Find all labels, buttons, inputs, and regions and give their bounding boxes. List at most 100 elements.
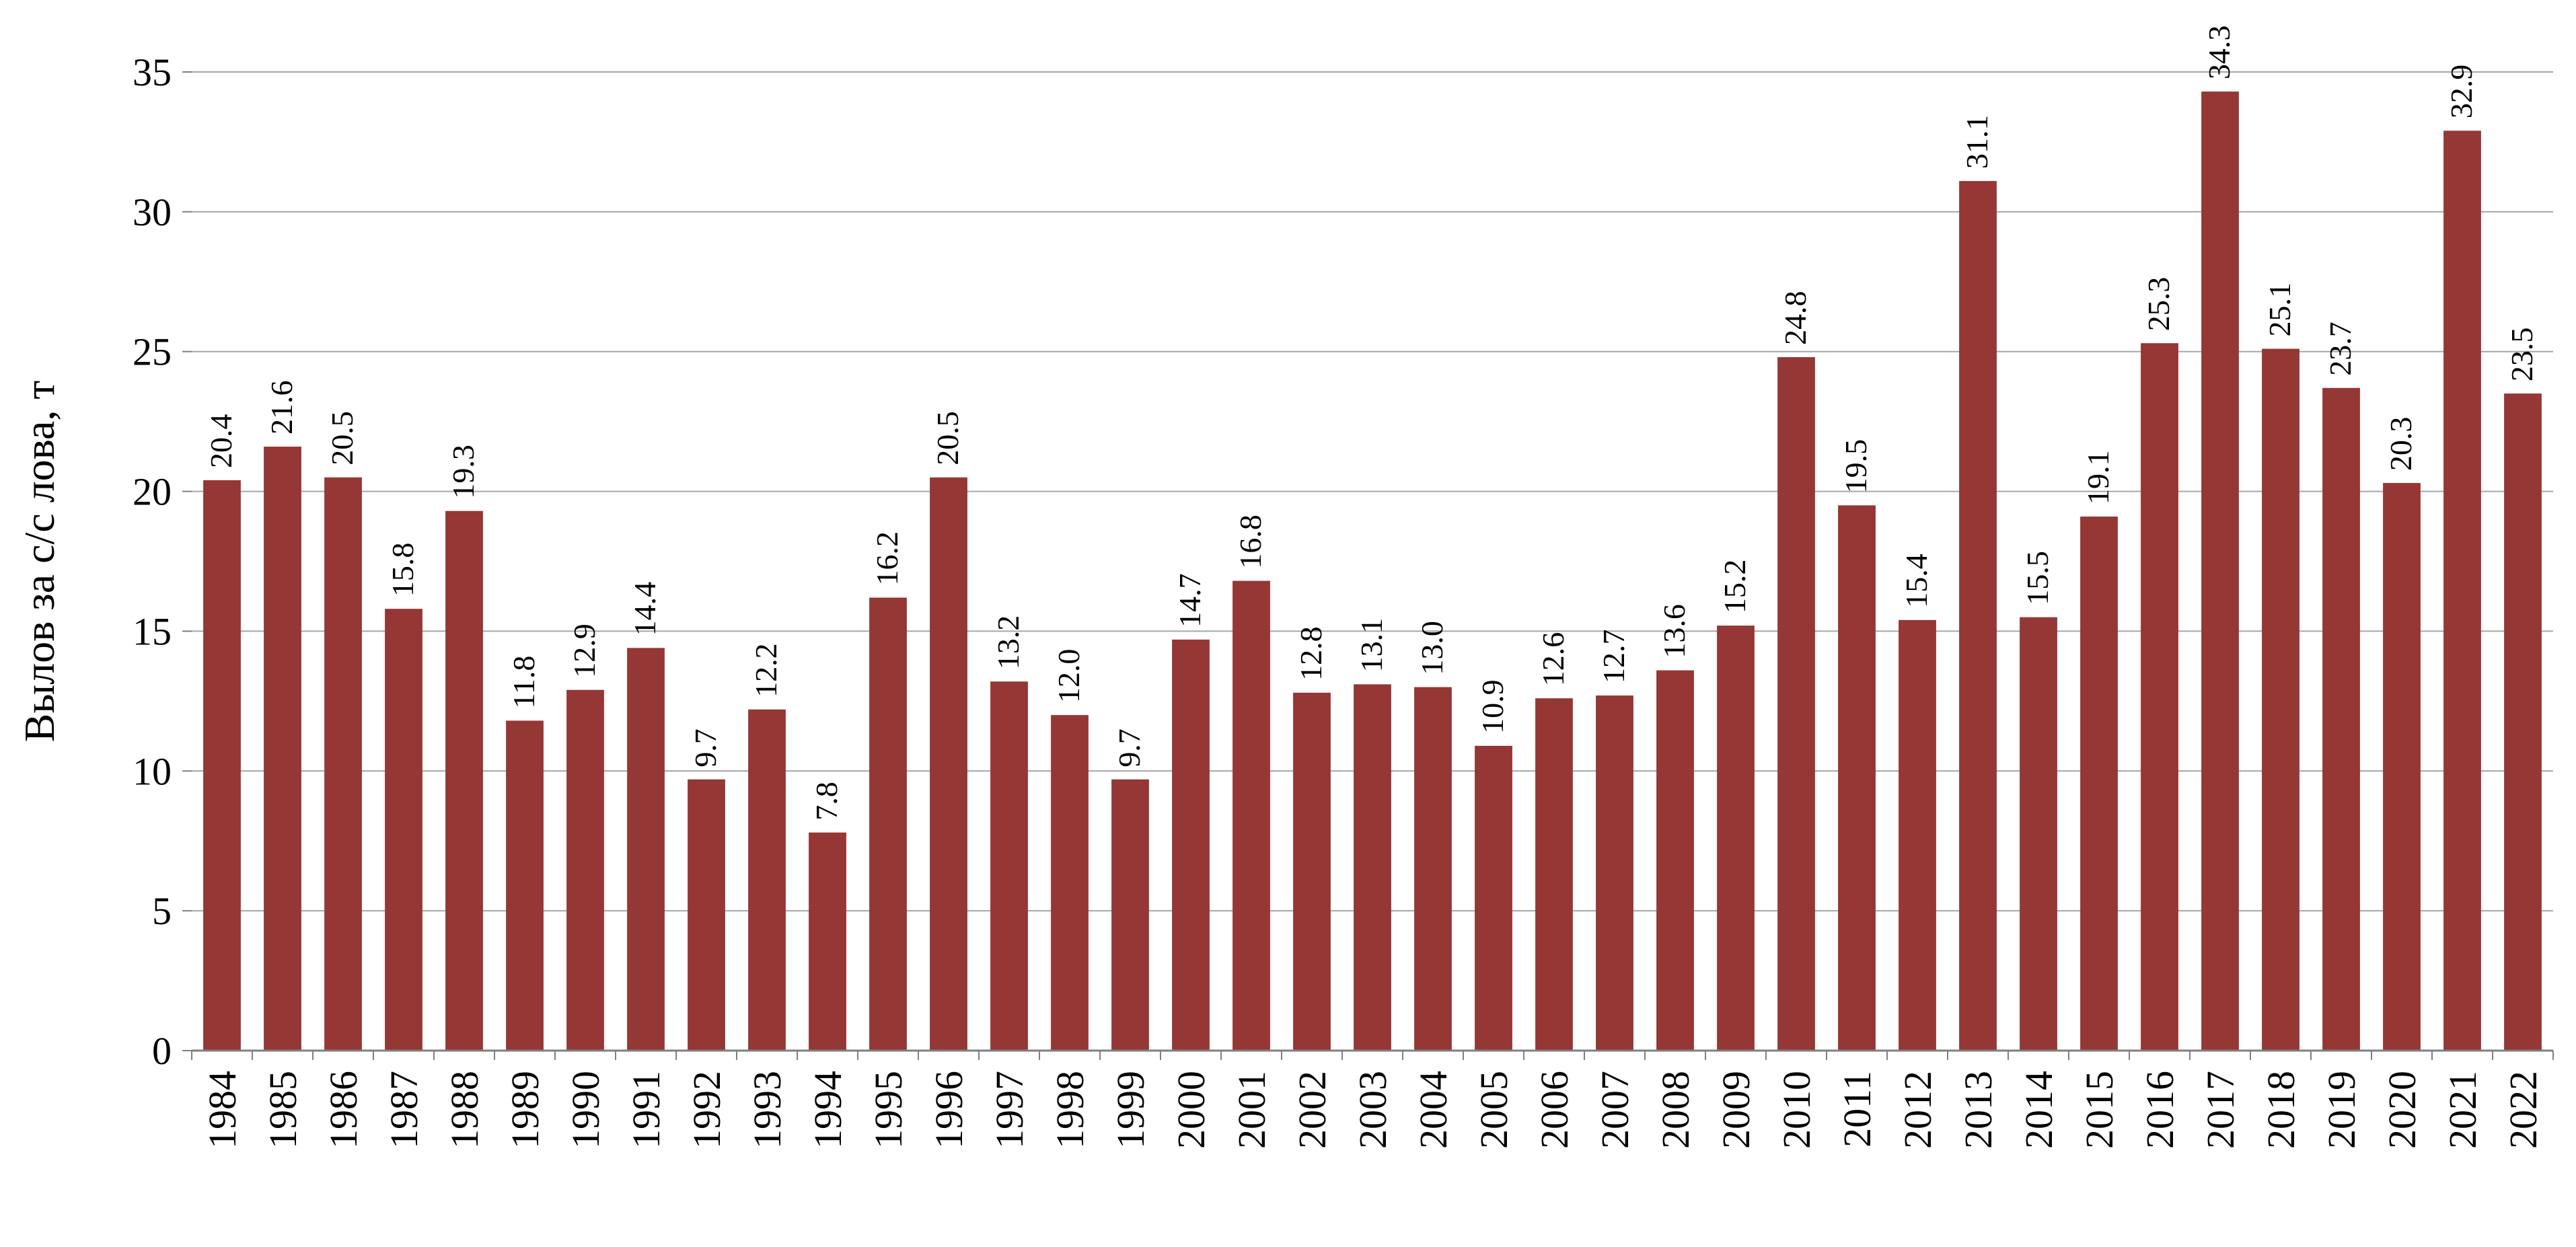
y-tick-label: 15 (133, 609, 172, 653)
x-tick-label: 1994 (806, 1071, 850, 1149)
data-label: 20.3 (2384, 417, 2418, 471)
x-tick-label: 1990 (564, 1071, 608, 1149)
bar (1656, 670, 1694, 1051)
x-tick-label: 2002 (1290, 1071, 1334, 1149)
data-label: 14.7 (1173, 573, 1207, 628)
y-tick-label: 20 (133, 470, 172, 514)
bar (264, 447, 301, 1051)
data-label: 12.9 (567, 624, 601, 678)
y-axis-label: Вылов за с/с лова, т (15, 381, 63, 743)
bar (385, 609, 422, 1051)
x-tick-label: 2012 (1896, 1071, 1940, 1149)
bar (1596, 695, 1633, 1051)
data-label: 9.7 (1112, 728, 1146, 767)
bar (445, 511, 483, 1051)
bar (1111, 779, 1149, 1051)
data-label: 9.7 (688, 728, 723, 767)
data-label: 12.0 (1052, 649, 1086, 704)
bar (2141, 343, 2178, 1051)
x-tick-label: 2007 (1593, 1071, 1637, 1149)
bar (990, 681, 1028, 1051)
x-tick-label: 1987 (382, 1071, 426, 1149)
x-tick-label: 2006 (1533, 1071, 1576, 1149)
data-label: 13.0 (1415, 621, 1449, 675)
x-tick-label: 2018 (2259, 1071, 2303, 1149)
data-label: 24.8 (1778, 291, 1812, 346)
bar (2020, 617, 2057, 1051)
bar (1959, 181, 1997, 1051)
bar (1232, 580, 1270, 1051)
x-tick-label: 2011 (1835, 1071, 1879, 1147)
x-tick-label: 1997 (988, 1071, 1031, 1149)
x-tick-label: 2010 (1775, 1071, 1818, 1149)
bar (1354, 684, 1391, 1051)
data-label: 34.3 (2202, 26, 2236, 80)
bar (1838, 505, 1876, 1051)
bar (566, 689, 604, 1051)
data-label: 12.6 (1536, 632, 1570, 687)
data-label: 15.2 (1718, 560, 1752, 614)
data-label: 12.2 (749, 643, 783, 697)
bar (1717, 626, 1755, 1051)
y-axis-ticks: 0 5 10 15 20 25 30 35 (133, 50, 192, 1073)
data-label: 7.8 (809, 782, 844, 821)
data-label: 13.2 (991, 615, 1025, 670)
x-tick-label: 2009 (1714, 1071, 1758, 1149)
x-tick-label: 1995 (867, 1071, 910, 1149)
data-label: 12.8 (1294, 626, 1328, 681)
x-axis-ticks: 1984 1985 1986 1987 1988 1989 1990 1991 1992 1993… (191, 1051, 2554, 1149)
y-tick-label: 30 (133, 190, 172, 234)
x-tick-label: 2013 (1956, 1071, 2000, 1149)
x-tick-label: 1992 (685, 1071, 729, 1149)
y-tick-label: 25 (133, 330, 172, 374)
y-tick-label: 35 (133, 50, 172, 94)
x-tick-label: 1985 (261, 1071, 305, 1149)
data-label: 16.2 (870, 531, 904, 586)
x-tick-label: 1993 (745, 1071, 789, 1149)
data-label: 13.1 (1354, 618, 1389, 673)
x-tick-label: 2004 (1411, 1071, 1455, 1149)
bar (2443, 130, 2481, 1051)
x-tick-label: 2022 (2501, 1071, 2545, 1149)
bar (2080, 516, 2118, 1051)
data-label: 16.8 (1233, 515, 1267, 569)
x-tick-label: 2016 (2138, 1071, 2182, 1149)
x-tick-label: 2017 (2199, 1071, 2242, 1149)
data-label: 15.8 (385, 543, 420, 597)
x-tick-label: 2015 (2077, 1071, 2121, 1149)
y-tick-label: 10 (133, 749, 172, 793)
y-tick-label: 0 (152, 1029, 172, 1073)
x-tick-label: 1989 (503, 1071, 547, 1149)
data-label: 19.5 (1839, 439, 1873, 494)
bar (869, 597, 907, 1051)
data-label: 14.4 (628, 582, 662, 636)
bars (203, 91, 2542, 1051)
data-label: 21.6 (264, 381, 299, 435)
x-tick-label: 1986 (322, 1071, 365, 1149)
bar (627, 648, 665, 1051)
bar (2504, 393, 2542, 1051)
x-tick-label: 2019 (2320, 1071, 2363, 1149)
bar (2383, 483, 2421, 1051)
bar (2201, 91, 2239, 1051)
x-tick-label: 2003 (1351, 1071, 1395, 1149)
x-tick-label: 2020 (2380, 1071, 2424, 1149)
x-tick-label: 1988 (443, 1071, 486, 1149)
data-label: 23.5 (2505, 328, 2539, 382)
data-label: 12.7 (1596, 630, 1631, 684)
x-tick-label: 2005 (1472, 1071, 1516, 1149)
bar (2262, 348, 2299, 1051)
data-label: 31.1 (1960, 115, 1994, 169)
x-tick-label: 1991 (624, 1071, 668, 1149)
y-tick-label: 5 (152, 889, 172, 933)
bar (930, 477, 967, 1051)
x-tick-label: 1999 (1109, 1071, 1152, 1149)
bar (203, 480, 241, 1051)
bar (688, 779, 725, 1051)
x-tick-label: 2014 (2017, 1071, 2061, 1149)
data-label: 25.3 (2141, 277, 2176, 332)
bar (506, 720, 544, 1051)
data-label: 19.3 (446, 445, 480, 499)
data-label: 11.8 (507, 656, 541, 709)
